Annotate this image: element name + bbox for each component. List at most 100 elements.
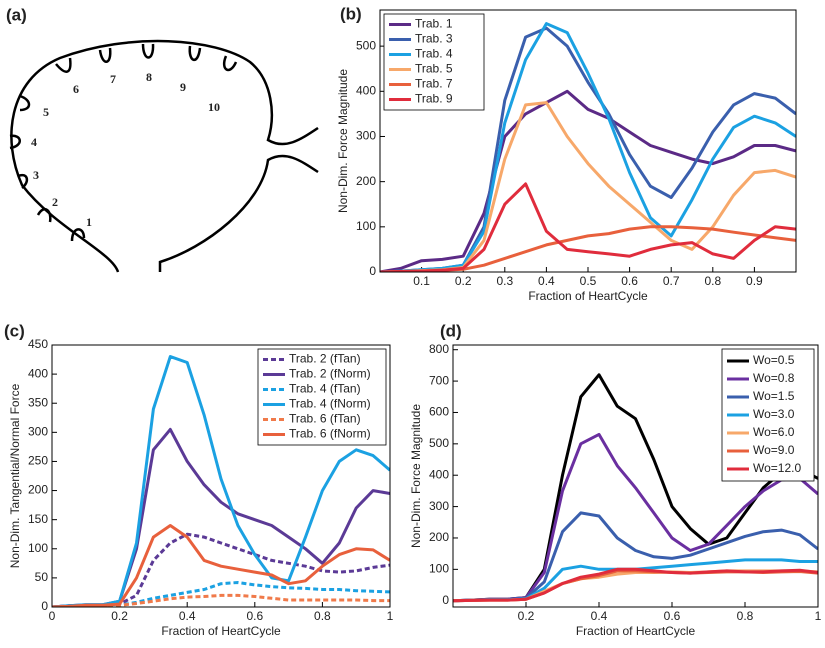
y-tick-label: 450 <box>28 337 48 351</box>
trabecula-label: 3 <box>33 168 39 182</box>
legend-label: Trab. 1 <box>415 17 453 31</box>
legend-box <box>383 13 485 111</box>
panel-label: (b) <box>340 4 362 23</box>
trabecula <box>9 134 21 150</box>
y-tick-label: 400 <box>28 366 48 380</box>
y-tick-label: 100 <box>429 562 449 576</box>
x-tick-label: 0.6 <box>664 609 681 623</box>
trabecula <box>17 173 29 189</box>
series-line <box>453 569 818 603</box>
series-line <box>453 569 818 603</box>
x-tick-label: 0.9 <box>746 274 763 288</box>
series-line <box>52 427 390 607</box>
y-tick-label: 50 <box>35 570 49 584</box>
panel-label: (a) <box>6 5 27 24</box>
x-tick-label: 0.3 <box>496 274 513 288</box>
legend-label: Wo=9.0 <box>753 443 795 457</box>
x-tick-label: 0.5 <box>580 274 597 288</box>
trabecula-label: 9 <box>180 80 186 94</box>
legend-label: Trab. 3 <box>415 32 453 46</box>
plot-frame <box>379 9 797 273</box>
diagram <box>9 39 319 273</box>
trabecula <box>70 228 86 242</box>
x-tick-label: 0.4 <box>591 609 608 623</box>
legend-label: Trab. 4 (fNorm) <box>289 397 371 411</box>
x-tick-label: 0.8 <box>314 609 331 623</box>
series-line <box>453 567 818 603</box>
y-tick-label: 300 <box>356 129 376 143</box>
trabecula <box>36 208 52 223</box>
y-tick-label: 200 <box>356 174 376 188</box>
y-tick-label: 200 <box>429 530 449 544</box>
series-line <box>453 558 818 603</box>
panel-label: (c) <box>4 321 25 340</box>
y-tick-label: 0 <box>369 264 376 278</box>
trabecula-label: 1 <box>86 215 92 229</box>
y-tick-label: 150 <box>28 512 48 526</box>
y-tick-label: 400 <box>429 467 449 481</box>
chamber-wall <box>10 39 319 273</box>
trabecula-label: 10 <box>208 100 220 114</box>
x-tick-label: 0.2 <box>455 274 472 288</box>
y-tick-label: 700 <box>429 373 449 387</box>
y-tick-label: 200 <box>28 483 48 497</box>
trabecula-label: 7 <box>110 72 116 86</box>
panel-label: (d) <box>440 321 462 340</box>
series-line <box>380 225 796 272</box>
plot-frame <box>452 344 819 608</box>
legend-label: Trab. 9 <box>415 92 453 106</box>
x-tick-label: 0.6 <box>621 274 638 288</box>
trabecula <box>188 45 202 61</box>
legend-label: Wo=0.5 <box>753 353 795 367</box>
y-axis-label: Non-Dim. Force Magnitude <box>336 69 350 213</box>
x-tick-label: 0 <box>49 609 56 623</box>
x-tick-label: 0.8 <box>704 274 721 288</box>
y-tick-label: 100 <box>28 541 48 555</box>
x-tick-label: 1 <box>387 609 394 623</box>
trabecula-label: 8 <box>146 70 152 84</box>
y-tick-label: 400 <box>356 83 376 97</box>
y-tick-label: 800 <box>429 342 449 356</box>
legend-label: Wo=3.0 <box>753 407 795 421</box>
y-tick-label: 600 <box>429 405 449 419</box>
y-tick-label: 300 <box>28 425 48 439</box>
trabecula <box>98 47 112 63</box>
x-tick-label: 0.2 <box>518 609 535 623</box>
y-tick-label: 0 <box>41 599 48 613</box>
y-tick-label: 0 <box>442 593 449 607</box>
series-line <box>380 182 796 272</box>
series-line <box>380 89 796 272</box>
x-axis-label: Fraction of HeartCycle <box>161 624 281 638</box>
x-tick-label: 0.6 <box>246 609 263 623</box>
y-tick-label: 350 <box>28 395 48 409</box>
legend-label: Wo=0.8 <box>753 371 795 385</box>
trabecula-label: 2 <box>52 195 58 209</box>
legend-label: Trab. 6 (fNorm) <box>289 427 371 441</box>
y-tick-label: 250 <box>28 454 48 468</box>
x-tick-label: 0.1 <box>413 274 430 288</box>
x-tick-label: 1 <box>815 609 822 623</box>
x-tick-label: 0.2 <box>111 609 128 623</box>
chamber-wall <box>158 154 319 272</box>
legend-label: Trab. 4 <box>415 47 453 61</box>
plot-frame <box>51 344 391 608</box>
x-tick-label: 0.8 <box>737 609 754 623</box>
x-tick-label: 0.4 <box>179 609 196 623</box>
legend-label: Trab. 7 <box>415 77 453 91</box>
x-axis-label: Fraction of HeartCycle <box>576 624 696 638</box>
series-line <box>453 511 818 603</box>
legend-label: Trab. 6 (fTan) <box>289 412 361 426</box>
y-tick-label: 500 <box>356 38 376 52</box>
x-axis-label: Fraction of HeartCycle <box>528 289 648 303</box>
trabecula-label: 4 <box>31 135 37 149</box>
y-axis-label: Non-Dim. Force Magnitude <box>409 404 423 548</box>
y-axis-label: Non-Dim. Tangential/Normal Force <box>8 383 22 568</box>
legend-label: Trab. 5 <box>415 62 453 76</box>
x-tick-label: 0.7 <box>663 274 680 288</box>
series-line <box>380 22 796 272</box>
trabecula-label: 5 <box>43 105 49 119</box>
legend-label: Wo=1.5 <box>753 389 795 403</box>
trabecula-label: 6 <box>73 82 79 96</box>
y-tick-label: 300 <box>429 499 449 513</box>
y-tick-label: 100 <box>356 219 376 233</box>
